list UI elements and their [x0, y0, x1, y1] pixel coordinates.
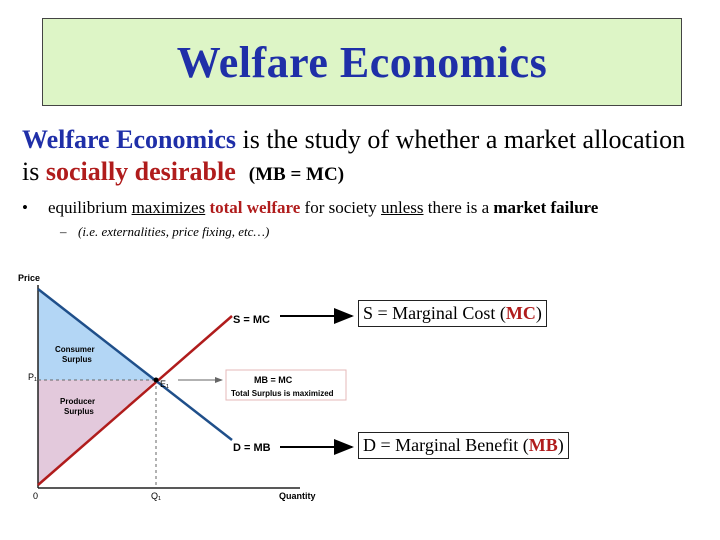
sub-bullet: – (i.e. externalities, price fixing, etc……: [60, 224, 269, 240]
bullet-w7: there is a: [423, 198, 494, 217]
demand-callout: D = Marginal Benefit (MB): [358, 432, 569, 459]
supply-callout-key: MC: [505, 303, 536, 323]
bullet-w8: market failure: [493, 198, 599, 217]
p1-label: P₁: [28, 372, 37, 382]
intro-paren: (MB = MC): [248, 164, 345, 185]
intro-text: Welfare Economics is the study of whethe…: [22, 124, 702, 191]
demand-callout-suffix: ): [557, 435, 564, 455]
equilibrium-box: [225, 369, 347, 401]
producer-surplus-label-1: Producer: [60, 397, 95, 406]
x-axis-label: Quantity: [279, 491, 316, 501]
slide-title: Welfare Economics: [176, 37, 548, 87]
intro-highlight: socially desirable: [45, 157, 236, 186]
equilibrium-box-line1: MB = MC: [254, 375, 293, 385]
bullet-item: • equilibrium maximizes total welfare for…: [22, 198, 712, 218]
y-axis-label: Price: [18, 273, 40, 283]
bullet-w2: maximizes: [131, 198, 206, 217]
supply-callout: S = Marginal Cost (MC): [358, 300, 547, 327]
demand-callout-prefix: D = Marginal Benefit (: [363, 435, 529, 455]
demand-curve-label: D = MB: [233, 442, 271, 454]
origin-label: 0: [33, 491, 38, 501]
bullet-dot: •: [22, 198, 28, 217]
sub-bullet-text: (i.e. externalities, price fixing, etc…): [78, 224, 270, 239]
demand-callout-key: MB: [528, 435, 558, 455]
supply-callout-suffix: ): [535, 303, 542, 323]
sub-dash: –: [60, 224, 67, 239]
bullet-w6: unless: [381, 198, 424, 217]
producer-surplus-label-2: Surplus: [64, 407, 94, 416]
equilibrium-point: [153, 377, 159, 383]
bullet-w4: total welfare: [209, 198, 301, 217]
equilibrium-box-line2: Total Surplus is maximized: [231, 389, 334, 398]
intro-text-1: is the study of whether a market allocat…: [22, 125, 686, 186]
supply-callout-prefix: S = Marginal Cost (: [363, 303, 506, 323]
bullet-w5: for society: [300, 198, 382, 217]
intro-term: Welfare Economics: [22, 125, 236, 154]
supply-curve: [37, 315, 233, 486]
supply-curve-label: S = MC: [233, 314, 270, 326]
q1-label: Q₁: [151, 491, 161, 501]
bullet-w1: equilibrium: [48, 198, 132, 217]
consumer-surplus-label-2: Surplus: [62, 355, 92, 364]
e1-label: E₁: [160, 379, 169, 389]
title-box: Welfare Economics: [42, 18, 682, 106]
demand-curve: [37, 288, 233, 441]
consumer-surplus-label-1: Consumer: [55, 345, 95, 354]
